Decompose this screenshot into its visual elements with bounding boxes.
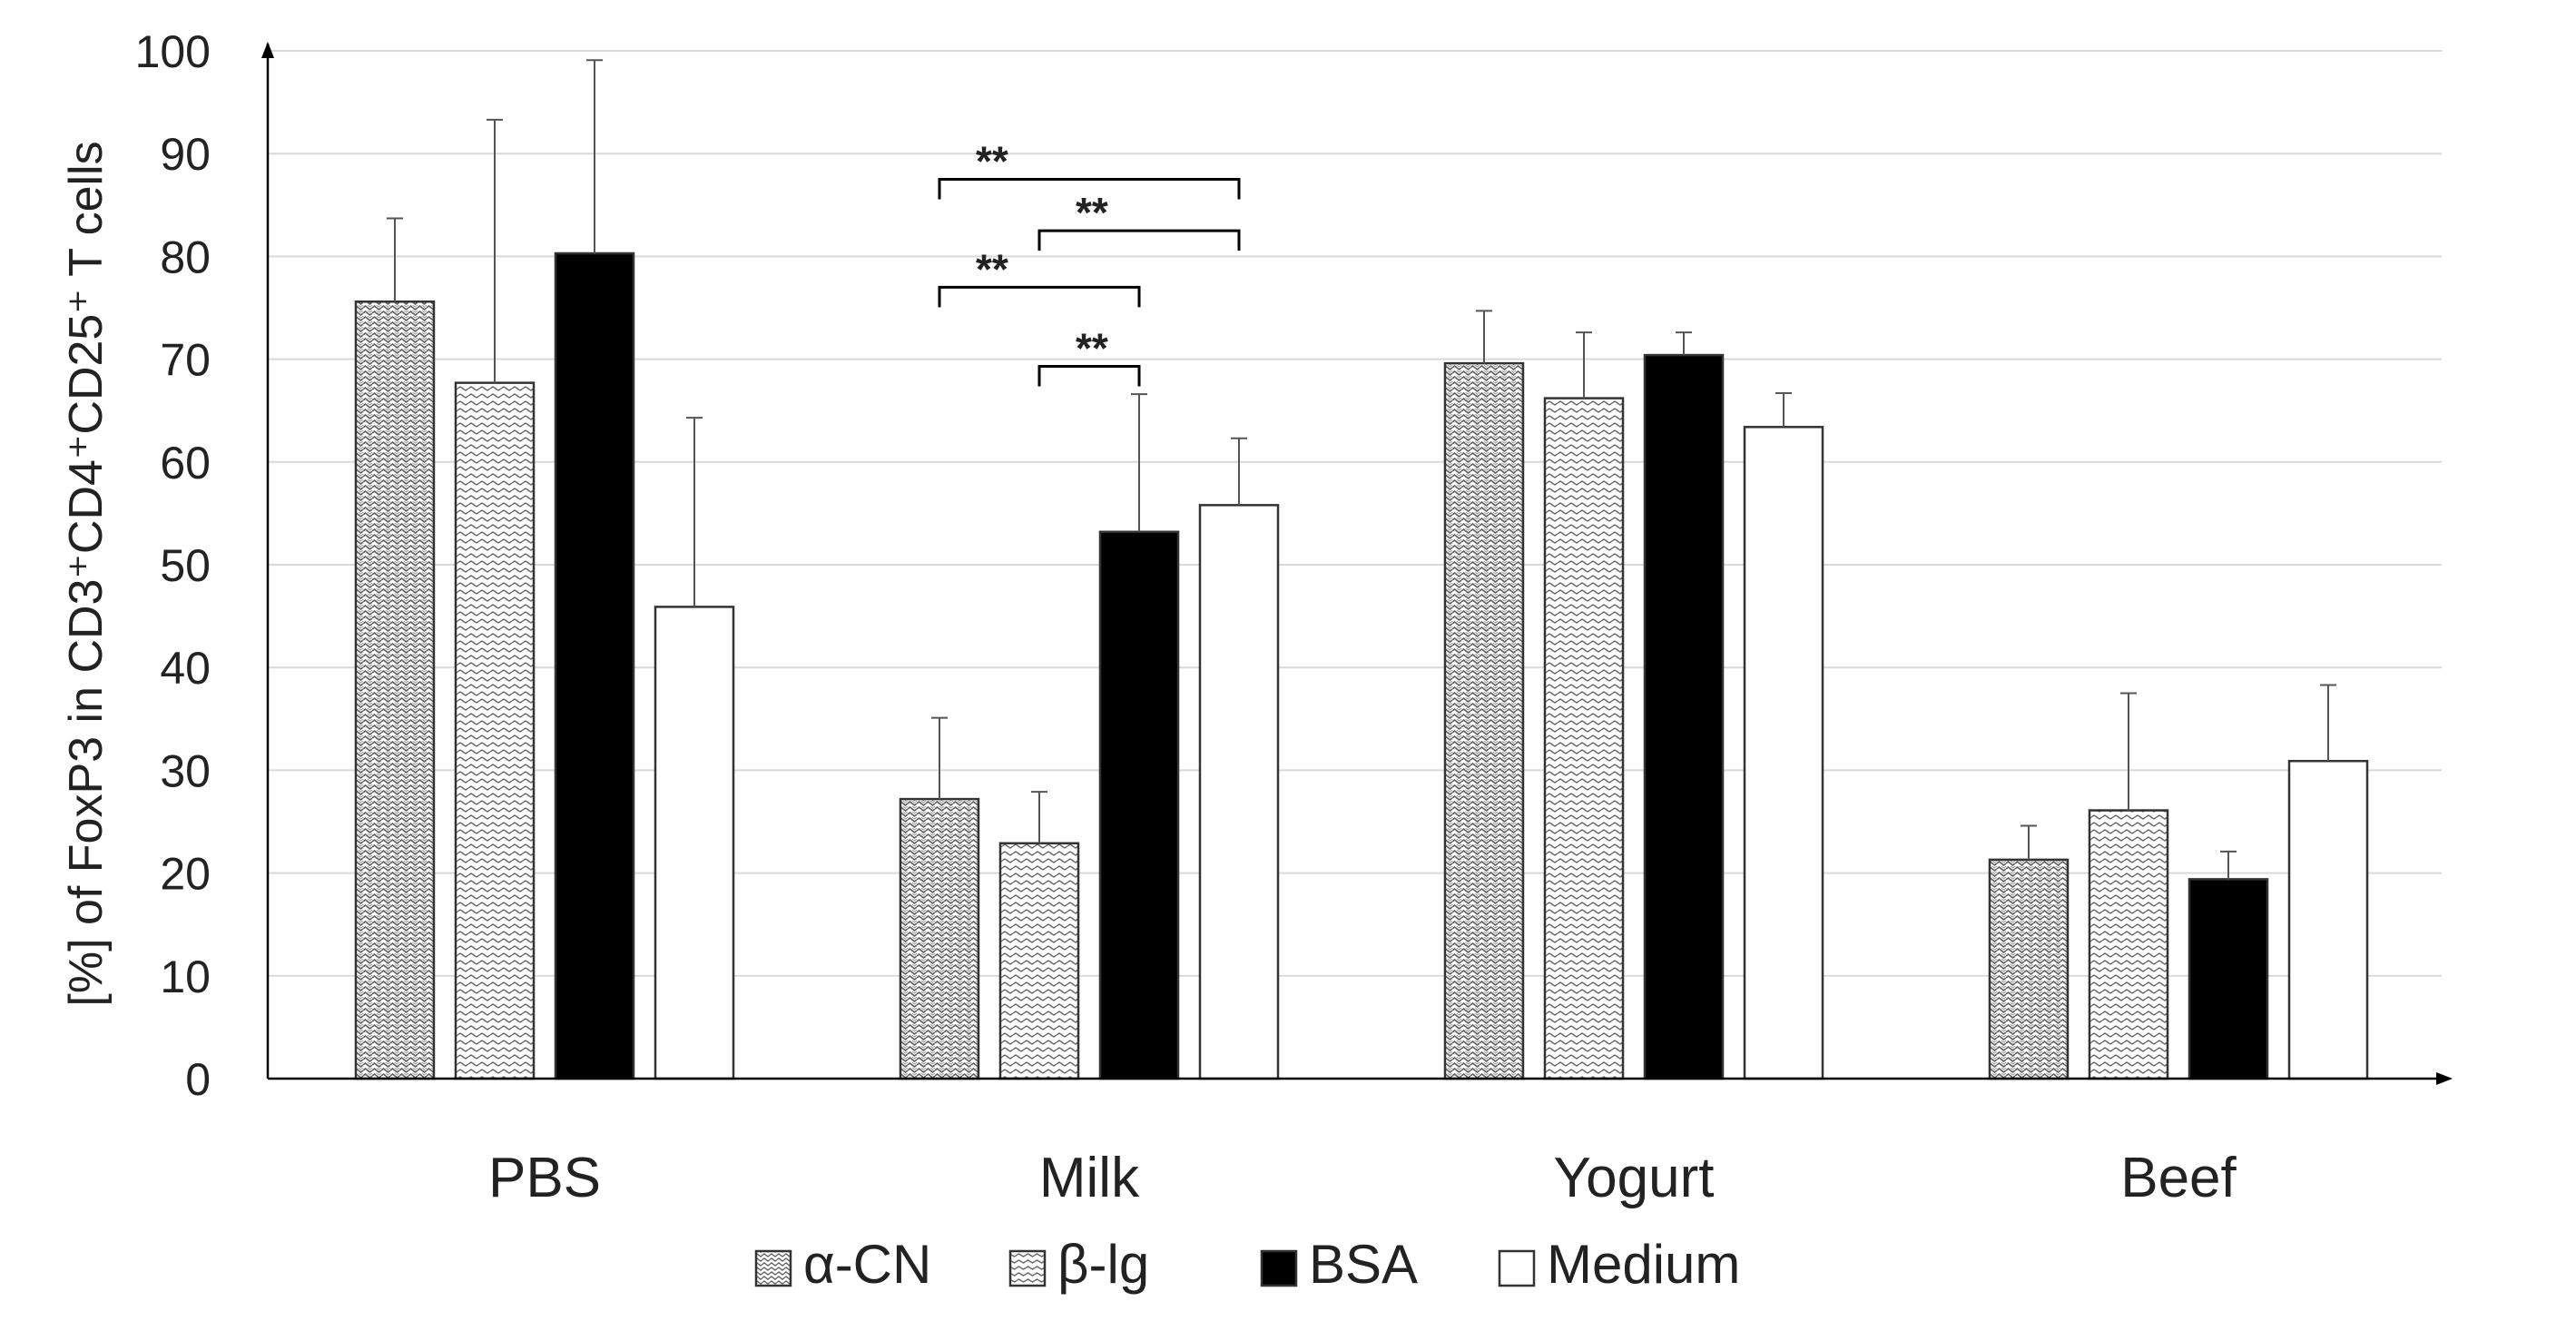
bar-pbs-2: [554, 251, 635, 1080]
significance-bracket-1: [1037, 229, 1241, 251]
bar-milk-1: [998, 842, 1080, 1080]
significance-label-3: **: [1076, 325, 1108, 372]
y-tick-label-40: 40: [160, 643, 211, 694]
x-category-label-beef: Beef: [2120, 1147, 2237, 1209]
y-tick-label-20: 20: [160, 849, 211, 900]
bar-yogurt-3: [1743, 426, 1824, 1080]
bar-milk-2: [1098, 530, 1180, 1080]
y-tick-label-10: 10: [160, 952, 211, 1002]
bar-milk-0: [899, 797, 980, 1080]
legend-swatch-0: [754, 1249, 792, 1287]
bar-milk-3: [1198, 504, 1280, 1080]
bar-pbs-3: [654, 606, 735, 1080]
x-axis-arrow: [2436, 1072, 2453, 1085]
legend-swatch-1: [1008, 1249, 1047, 1287]
bar-beef-2: [2188, 878, 2269, 1080]
bar-pbs-0: [354, 300, 436, 1080]
y-tick-label-70: 70: [160, 335, 211, 386]
error-bars: [387, 59, 2336, 880]
bars: [354, 251, 2369, 1080]
significance-bracket-0: [938, 178, 1241, 200]
y-tick-label-0: 0: [185, 1054, 211, 1105]
bar-yogurt-1: [1543, 397, 1625, 1080]
y-tick-label-60: 60: [160, 438, 211, 488]
y-tick-label-90: 90: [160, 129, 211, 180]
legend-label-0: α-CN: [803, 1234, 931, 1295]
significance-bracket-2: [938, 285, 1141, 308]
axes: [261, 42, 2453, 1085]
y-tick-label-50: 50: [160, 540, 211, 591]
bar-yogurt-0: [1443, 361, 1525, 1080]
legend: α-CN β-lg BSA Medium: [754, 1234, 1740, 1295]
x-category-label-milk: Milk: [1039, 1147, 1140, 1209]
y-axis-arrow: [261, 42, 274, 58]
y-tick-label-30: 30: [160, 745, 211, 796]
x-category-label-yogurt: Yogurt: [1554, 1147, 1715, 1209]
legend-swatch-2: [1260, 1249, 1298, 1287]
significance-label-1: **: [1076, 189, 1108, 236]
significance-annotations: ** ** ** **: [938, 138, 1241, 387]
y-tick-label-80: 80: [160, 232, 211, 282]
axis-labels: 0 10 20 30 40 50 60 70 80 90 100 PBS Milk Yogurt Beef […: [60, 26, 2237, 1209]
legend-label-2: BSA: [1309, 1234, 1418, 1295]
legend-label-1: β-lg: [1057, 1234, 1149, 1295]
bar-beef-3: [2287, 759, 2369, 1080]
y-tick-label-100: 100: [135, 26, 211, 77]
legend-label-3: Medium: [1547, 1234, 1740, 1295]
significance-label-0: **: [976, 138, 1008, 185]
bar-beef-1: [2088, 809, 2169, 1080]
significance-bracket-3: [1037, 365, 1141, 387]
bar-pbs-1: [454, 381, 536, 1080]
bar-yogurt-2: [1643, 353, 1725, 1080]
y-axis-title: [%] of FoxP3 in CD3⁺CD4⁺CD25⁺ T cells: [60, 141, 113, 1006]
x-category-label-pbs: PBS: [488, 1147, 601, 1209]
legend-swatch-3: [1498, 1249, 1536, 1287]
bar-beef-0: [1988, 858, 2070, 1080]
significance-label-2: **: [976, 245, 1008, 292]
